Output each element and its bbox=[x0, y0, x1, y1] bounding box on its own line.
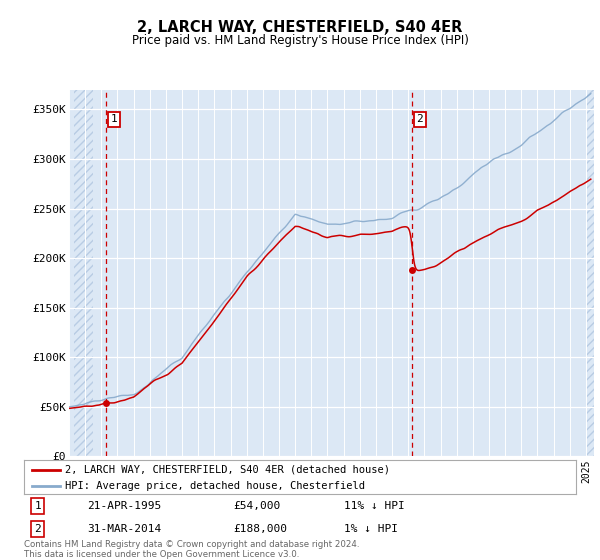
Text: 1: 1 bbox=[110, 114, 117, 124]
Text: Price paid vs. HM Land Registry's House Price Index (HPI): Price paid vs. HM Land Registry's House … bbox=[131, 34, 469, 46]
Text: 31-MAR-2014: 31-MAR-2014 bbox=[88, 524, 162, 534]
Bar bbox=[74, 90, 93, 456]
Text: 21-APR-1995: 21-APR-1995 bbox=[88, 501, 162, 511]
Text: £188,000: £188,000 bbox=[234, 524, 288, 534]
Text: 2, LARCH WAY, CHESTERFIELD, S40 4ER (detached house): 2, LARCH WAY, CHESTERFIELD, S40 4ER (det… bbox=[65, 465, 391, 475]
Text: 2, LARCH WAY, CHESTERFIELD, S40 4ER: 2, LARCH WAY, CHESTERFIELD, S40 4ER bbox=[137, 20, 463, 35]
Bar bbox=[586, 90, 594, 456]
Text: £54,000: £54,000 bbox=[234, 501, 281, 511]
Text: 2: 2 bbox=[34, 524, 41, 534]
Text: HPI: Average price, detached house, Chesterfield: HPI: Average price, detached house, Ches… bbox=[65, 480, 365, 491]
Text: Contains HM Land Registry data © Crown copyright and database right 2024.
This d: Contains HM Land Registry data © Crown c… bbox=[24, 540, 359, 559]
Text: 11% ↓ HPI: 11% ↓ HPI bbox=[344, 501, 405, 511]
Text: 1: 1 bbox=[34, 501, 41, 511]
Text: 2: 2 bbox=[416, 114, 423, 124]
Text: 1% ↓ HPI: 1% ↓ HPI bbox=[344, 524, 398, 534]
